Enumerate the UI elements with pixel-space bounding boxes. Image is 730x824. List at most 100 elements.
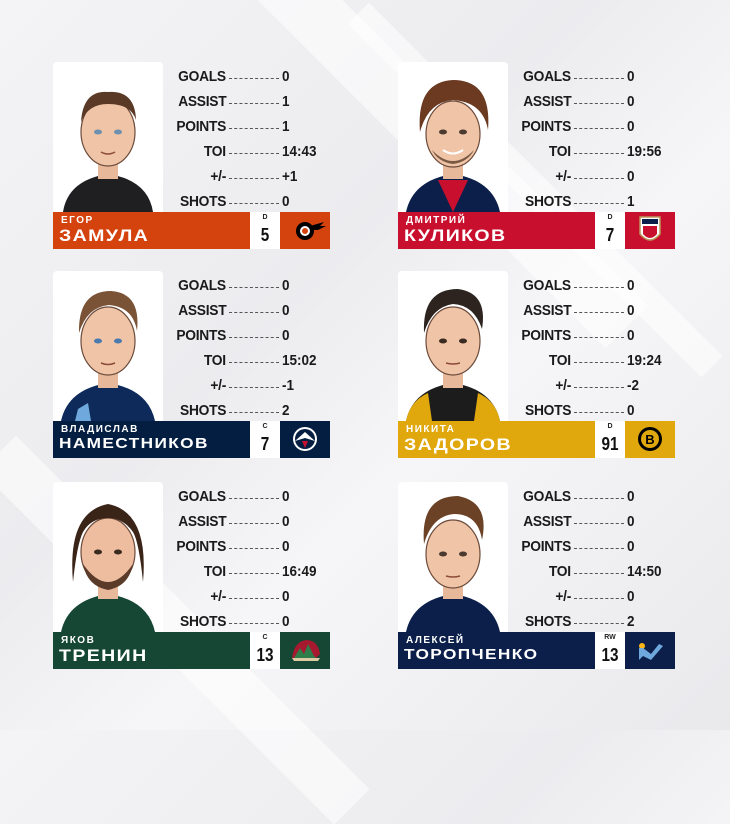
stat-value: 0 [282,193,290,210]
jersey-number: 91 [601,434,619,454]
stat-label: ASSIST [177,302,226,319]
stat-row-assist: ASSIST 0 [516,300,681,325]
stat-row-points: POINTS 0 [516,116,681,141]
stat-value: 0 [627,538,635,555]
team-logo-box [280,212,330,249]
player-card-kulikov: GOALS 0 ASSIST 0 POINTS 0 TOI 19:56 +/- 0 SHO… [398,62,678,258]
stat-value: -2 [627,377,640,394]
stat-value: 14:43 [282,143,317,160]
first-name: ДМИТРИЙ [406,215,467,226]
stat-row-plus-minus: +/- -2 [516,375,681,400]
stat-value: 0 [627,118,635,135]
player-illustration [61,291,155,421]
player-card-toropchenko: GOALS 0 ASSIST 0 POINTS 0 TOI 14:50 +/- 0 SHO… [398,482,678,678]
stat-label: TOI [204,143,226,160]
dash-leader [574,387,624,388]
nameplate: ЯКОВ ТРЕНИН [53,632,250,669]
jersey-number: 7 [260,434,270,454]
stat-label: SHOTS [179,613,226,630]
stat-label: SHOTS [524,193,571,210]
player-card-zadorov: GOALS 0 ASSIST 0 POINTS 0 TOI 19:24 +/- -2 SH… [398,271,678,467]
player-illustration [61,504,155,632]
dash-leader [574,128,624,129]
dash-leader [229,498,279,499]
position: C [262,423,268,430]
stat-value: 1 [282,118,290,135]
dash-leader [229,573,279,574]
stat-row-shots: SHOTS 1 [516,191,681,216]
stat-value: +1 [282,168,298,185]
flyers-logo-icon [296,222,326,240]
stats-table: GOALS 0 ASSIST 0 POINTS 0 TOI 14:50 +/- 0 SHO… [516,486,681,636]
stats-table: GOALS 0 ASSIST 0 POINTS 0 TOI 19:24 +/- -2 SH… [516,275,681,425]
stat-row-plus-minus: +/- +1 [171,166,336,191]
stat-value: 0 [627,588,635,605]
dash-leader [574,598,624,599]
jersey-number: 13 [256,645,274,665]
nameplate: ЕГОР ЗАМУЛА [53,212,250,249]
stat-label: POINTS [521,327,571,344]
position: D [607,214,613,221]
stat-row-toi: TOI 14:50 [516,561,681,586]
stat-label: GOALS [178,488,226,505]
stat-label: GOALS [523,277,571,294]
dash-leader [229,178,279,179]
player-portrait [398,271,508,421]
stat-value: 0 [282,68,290,85]
stat-value: 2 [282,402,290,419]
stat-value: -1 [282,377,295,394]
stat-label: TOI [549,352,571,369]
jersey-number: 5 [260,225,270,245]
stat-label: POINTS [176,327,226,344]
bruins-logo-icon: B [638,427,662,451]
position: RW [604,634,616,641]
stat-row-plus-minus: +/- 0 [516,586,681,611]
stat-row-toi: TOI 14:43 [171,141,336,166]
stat-label: GOALS [523,68,571,85]
team-logo-box: B [625,421,675,458]
last-name: НАМЕСТНИКОВ [59,435,209,452]
stat-value: 0 [627,302,635,319]
stat-value: 0 [627,93,635,110]
stat-label: ASSIST [177,513,226,530]
team-logo-box [280,421,330,458]
stat-row-goals: GOALS 0 [171,486,336,511]
last-name: ЗАМУЛА [59,226,150,245]
stats-table: GOALS 0 ASSIST 1 POINTS 1 TOI 14:43 +/- +1 SH… [171,66,336,216]
dash-leader [229,412,279,413]
player-card-namestnikov: GOALS 0 ASSIST 0 POINTS 0 TOI 15:02 +/- -1 SH… [53,271,333,467]
stat-row-goals: GOALS 0 [516,275,681,300]
stat-value: 0 [627,277,635,294]
dash-leader [574,337,624,338]
dash-leader [229,623,279,624]
nameplate: ВЛАДИСЛАВ НАМЕСТНИКОВ [53,421,250,458]
wild-logo-icon [292,640,320,661]
stat-value: 0 [627,168,635,185]
number-box: D 91 [595,421,625,458]
dash-leader [229,153,279,154]
stat-value: 0 [627,327,635,344]
stat-label: +/- [210,588,226,605]
team-logo-box [625,632,675,669]
nameplate: НИКИТА ЗАДОРОВ [398,421,595,458]
dash-leader [229,337,279,338]
stat-value: 19:56 [627,143,662,160]
stat-row-shots: SHOTS 0 [171,191,336,216]
stat-row-plus-minus: +/- 0 [516,166,681,191]
jersey-number: 13 [601,645,619,665]
stat-row-toi: TOI 16:49 [171,561,336,586]
player-portrait [53,271,163,421]
stat-label: GOALS [178,277,226,294]
stat-value: 0 [282,302,290,319]
last-name: КУЛИКОВ [404,226,507,245]
stat-label: POINTS [176,118,226,135]
stat-row-points: POINTS 0 [171,325,336,350]
dash-leader [229,128,279,129]
stat-row-toi: TOI 19:56 [516,141,681,166]
stat-label: +/- [555,588,571,605]
player-illustration [406,496,500,632]
dash-leader [574,78,624,79]
dash-leader [574,548,624,549]
stat-row-points: POINTS 0 [171,536,336,561]
stat-value: 15:02 [282,352,317,369]
